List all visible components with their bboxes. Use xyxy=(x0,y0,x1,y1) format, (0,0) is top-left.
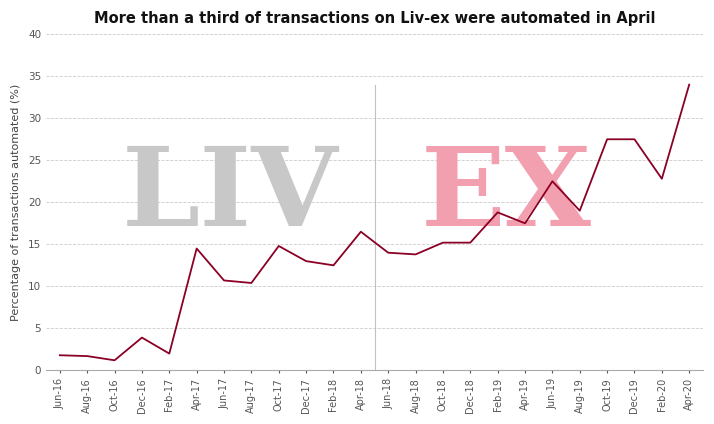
Y-axis label: Percentage of transactions automated (%): Percentage of transactions automated (%) xyxy=(11,84,21,321)
Text: EX: EX xyxy=(421,142,591,249)
Text: LIV: LIV xyxy=(121,142,338,249)
Title: More than a third of transactions on Liv-ex were automated in April: More than a third of transactions on Liv… xyxy=(94,11,655,26)
